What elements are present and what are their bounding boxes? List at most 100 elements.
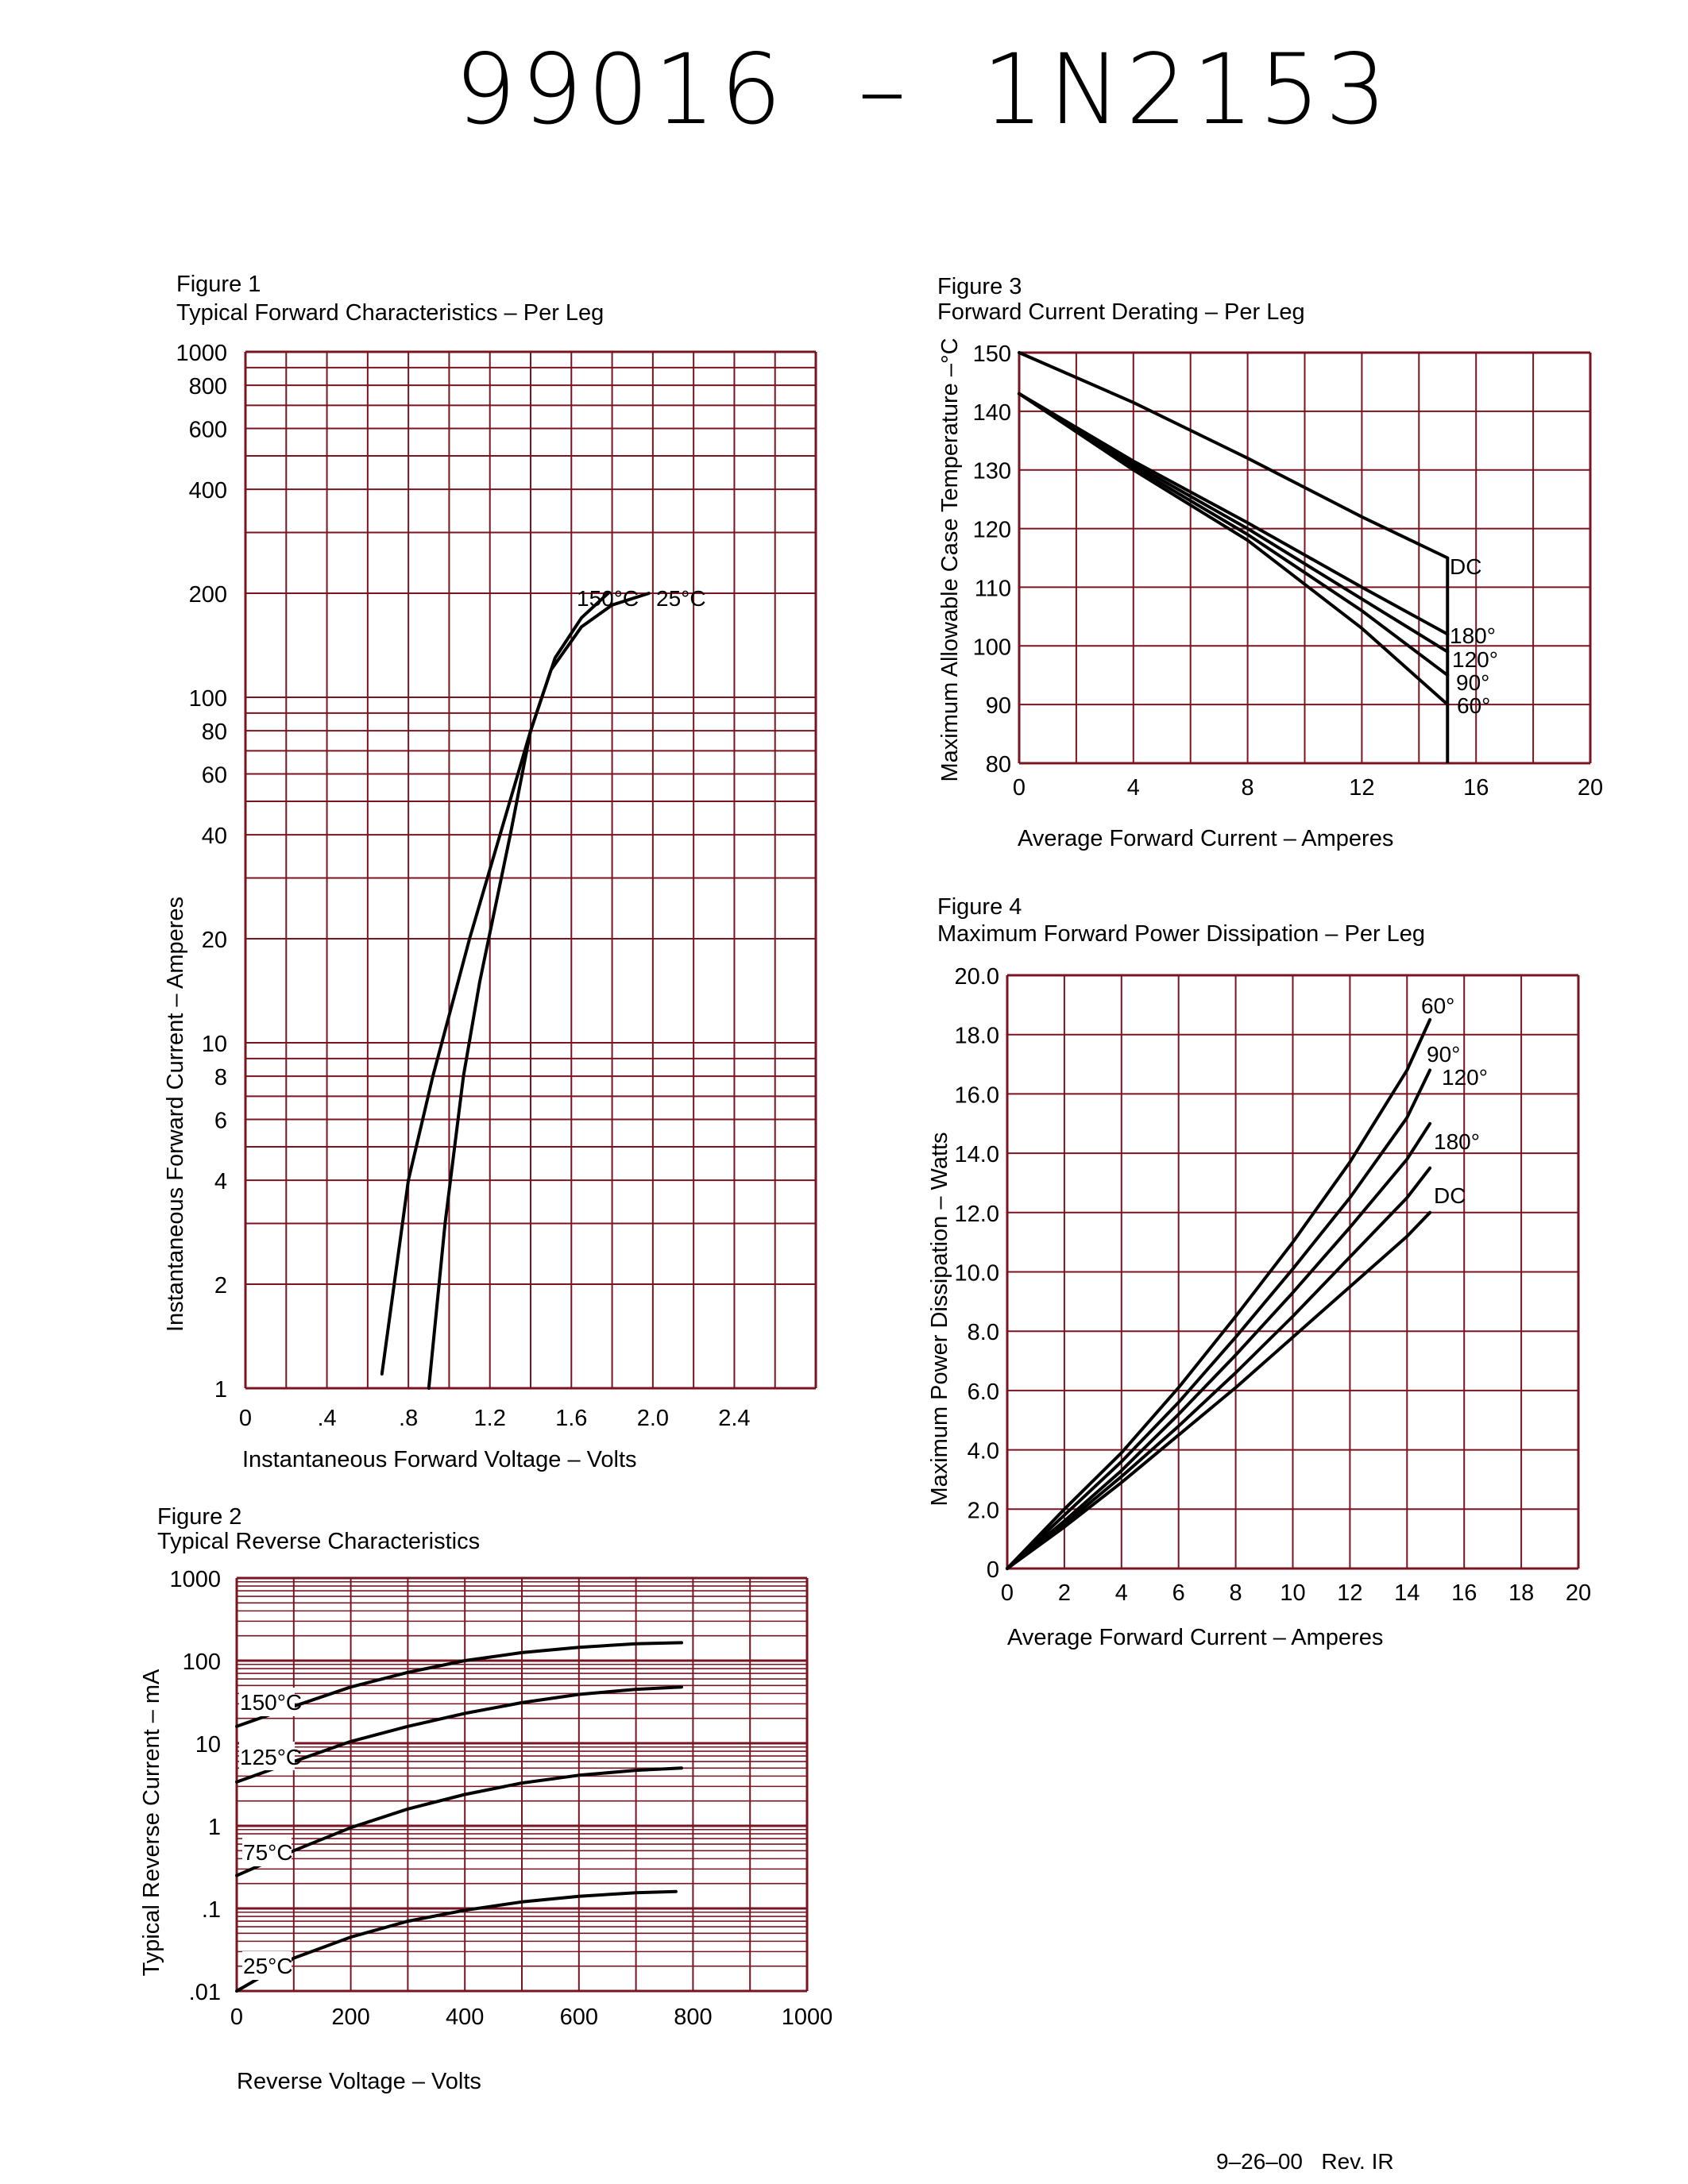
figure-2-series-label-25c: 25°C <box>243 1954 293 1978</box>
figure-3-y-tick-label: 130 <box>973 459 1011 484</box>
figure-4-curve-90 <box>1006 1068 1432 1570</box>
figure-4-curve-120 <box>1006 1121 1432 1570</box>
figure-1-grid <box>244 350 817 1390</box>
figure-4-y-axis-label: Maximum Power Dissipation – Watts <box>927 1132 952 1506</box>
figure-1-x-axis-label: Instantaneous Forward Voltage – Volts <box>242 1447 637 1472</box>
figure-2-x-axis-label: Reverse Voltage – Volts <box>237 2069 481 2094</box>
figure-1-y-tick-label: 6 <box>214 1109 227 1134</box>
figure-2-curve-150c <box>235 1641 683 1728</box>
figure-4-x-tick-label: 6 <box>1172 1580 1185 1606</box>
figure-4-series-label-120: 120° <box>1442 1065 1488 1090</box>
figure-1-y-tick-label: 1000 <box>176 341 227 366</box>
figure-1-x-tick-label: 2.4 <box>718 1406 750 1431</box>
figure-4-title: Maximum Forward Power Dissipation – Per … <box>937 921 1425 947</box>
figure-2-x-tick-label: 1000 <box>782 2005 833 2030</box>
figure-1-curve-150c <box>380 592 610 1376</box>
figure-1-x-tick-label: 1.2 <box>474 1406 506 1431</box>
figure-3-x-tick-label: 12 <box>1349 775 1374 801</box>
figure-1-x-tick-label: 1.6 <box>555 1406 587 1431</box>
figure-2-tick-labels: 0 200 400 600 800 1000 1000 100 10 1 .1 .01 <box>169 1567 832 2030</box>
part-number-title: 99016 – 1N2153 <box>454 33 1392 146</box>
figure-1-curve-25c <box>427 592 651 1390</box>
figure-2-label: Figure 2 <box>157 1504 241 1530</box>
figure-3-y-tick-label: 150 <box>973 341 1011 367</box>
figure-4-x-tick-label: 10 <box>1280 1580 1305 1606</box>
figure-2-y-tick-label: .01 <box>189 1980 221 2005</box>
figure-3-grid <box>1018 351 1592 765</box>
figure-1-y-tick-label: 80 <box>202 720 227 745</box>
figure-3-x-tick-label: 0 <box>1013 775 1026 801</box>
figure-3-x-tick-label: 16 <box>1463 775 1489 801</box>
figure-1-chart: Figure 1 Typical Forward Characteristics… <box>163 272 817 1472</box>
figure-4-x-axis-label: Average Forward Current – Amperes <box>1007 1625 1383 1650</box>
figure-4-label: Figure 4 <box>937 894 1022 920</box>
figure-4-y-tick-label: 4.0 <box>968 1439 999 1464</box>
figure-2-y-tick-label: 100 <box>183 1650 221 1675</box>
figure-4-curve-60 <box>1006 1018 1432 1570</box>
figure-1-curves <box>380 592 651 1390</box>
figure-4-x-tick-label: 0 <box>1001 1580 1014 1606</box>
figure-2-y-tick-label: 10 <box>195 1732 221 1758</box>
figure-4-y-tick-label: 12.0 <box>955 1202 999 1227</box>
figure-2-x-tick-label: 0 <box>230 2005 243 2030</box>
figure-4-y-tick-label: 2.0 <box>968 1498 999 1523</box>
figure-4-y-tick-label: 8.0 <box>968 1320 999 1345</box>
figure-3-chart: Figure 3 Forward Current Derating – Per … <box>937 274 1603 851</box>
figure-1-series-label-25c: 25°C <box>656 586 706 611</box>
figure-4-x-tick-label: 14 <box>1394 1580 1420 1606</box>
figure-1-y-tick-label: 10 <box>202 1032 227 1057</box>
figure-3-series-label-dc: DC <box>1450 554 1481 579</box>
figure-2-y-tick-label: .1 <box>202 1897 221 1923</box>
figure-2-y-tick-label: 1 <box>208 1815 221 1840</box>
figure-3-x-tick-label: 20 <box>1578 775 1603 801</box>
figure-3-y-tick-label: 80 <box>986 752 1011 778</box>
figure-4-y-tick-label: 14.0 <box>955 1142 999 1167</box>
figure-4-series-label-dc: DC <box>1434 1183 1466 1208</box>
figure-1-y-tick-label: 8 <box>214 1065 227 1090</box>
figure-1-y-tick-label: 600 <box>189 418 227 443</box>
figure-1-x-tick-label: .4 <box>317 1406 336 1431</box>
figure-3-x-tick-label: 4 <box>1127 775 1140 801</box>
figure-4-curve-dc <box>1006 1210 1432 1570</box>
figure-4-chart: Figure 4 Maximum Forward Power Dissipati… <box>927 894 1591 1650</box>
figure-1-y-axis-label: Instantaneous Forward Current – Amperes <box>163 897 188 1332</box>
figure-1-y-tick-label: 4 <box>214 1169 227 1194</box>
figure-3-y-axis-label: Maximum Allowable Case Temperature –°C <box>937 338 963 781</box>
figure-1-y-tick-label: 2 <box>214 1273 227 1298</box>
figure-3-title: Forward Current Derating – Per Leg <box>937 299 1305 325</box>
figure-4-y-tick-label: 20.0 <box>955 964 999 990</box>
figure-2-series-label-75c: 75°C <box>243 1840 293 1865</box>
figure-4-x-tick-label: 18 <box>1508 1580 1534 1606</box>
figure-2-chart: Figure 2 Typical Reverse Characteristics… <box>139 1504 832 2094</box>
figure-3-series-label-180: 180° <box>1450 623 1496 648</box>
figure-4-curves <box>1006 1018 1432 1570</box>
figure-1-x-tick-label: 0 <box>239 1406 252 1431</box>
figure-2-x-tick-label: 800 <box>674 2005 712 2030</box>
figure-4-series-label-60: 60° <box>1421 994 1454 1018</box>
figure-1-y-tick-label: 40 <box>202 824 227 849</box>
figure-3-y-tick-label: 90 <box>986 693 1011 719</box>
figure-2-x-tick-label: 400 <box>446 2005 484 2030</box>
figure-1-x-tick-label: .8 <box>399 1406 418 1431</box>
figure-4-series-label-180: 180° <box>1434 1129 1480 1154</box>
figure-3-y-tick-label: 120 <box>973 518 1011 543</box>
figure-1-y-tick-label: 800 <box>189 374 227 399</box>
figure-3-curve-90 <box>1018 392 1450 677</box>
figure-4-y-tick-label: 6.0 <box>968 1379 999 1405</box>
figure-3-series-label-120: 120° <box>1452 647 1498 672</box>
figure-2-curve-125c <box>235 1685 683 1784</box>
figure-2-title: Typical Reverse Characteristics <box>157 1529 480 1554</box>
figure-4-series-label-90: 90° <box>1427 1042 1460 1067</box>
revision-footer: 9–26–00 Rev. IR <box>1216 2149 1394 2174</box>
figure-3-curves <box>1018 351 1450 763</box>
figure-1-y-tick-label: 60 <box>202 763 227 789</box>
figure-3-curve-60 <box>1018 392 1450 707</box>
figure-3-curve-dc <box>1018 351 1450 560</box>
figure-2-series-label-125c: 125°C <box>240 1745 302 1769</box>
figure-2-series-labels: 150°C 125°C 75°C 25°C <box>239 1688 302 1980</box>
figure-2-x-tick-label: 200 <box>331 2005 369 2030</box>
figure-2-curve-75c <box>235 1766 683 1877</box>
figure-4-x-tick-label: 2 <box>1058 1580 1071 1606</box>
figure-3-x-tick-label: 8 <box>1242 775 1254 801</box>
